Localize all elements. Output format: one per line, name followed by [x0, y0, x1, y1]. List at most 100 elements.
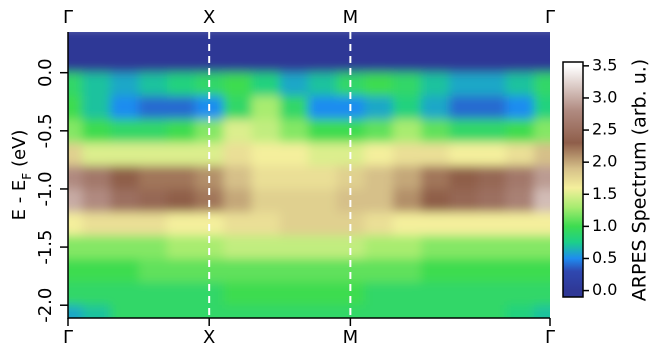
heatmap-cell — [195, 235, 224, 260]
heatmap-cell — [477, 212, 507, 237]
heatmap-cell — [449, 142, 479, 167]
heatmap-cell — [449, 95, 479, 120]
x-tick-label-top: Γ — [63, 7, 73, 28]
heatmap-cell — [279, 119, 309, 144]
heatmap-cell — [336, 258, 366, 283]
heatmap-cell — [279, 212, 309, 237]
heatmap-cell — [477, 72, 507, 97]
heatmap-cell — [166, 119, 196, 144]
y-label-unit: (eV) — [9, 130, 30, 173]
colorbar-tick-label: 2.0 — [592, 152, 617, 171]
heatmap-cell — [166, 258, 196, 283]
heatmap-cell — [166, 165, 196, 190]
heatmap-cell — [420, 212, 450, 237]
heatmap-cell — [477, 305, 507, 318]
heatmap-cell — [251, 119, 281, 144]
heatmap-cell — [364, 49, 394, 74]
x-tick-label-top: X — [203, 7, 215, 28]
heatmap-cell — [308, 188, 337, 213]
heatmap-cell — [82, 305, 111, 318]
colorbar-tick-label: 2.5 — [592, 120, 617, 139]
heatmap-cell — [308, 212, 337, 237]
heatmap-cell — [223, 142, 253, 167]
heatmap-cell — [223, 281, 253, 306]
heatmap-cell — [364, 142, 394, 167]
heatmap-cell — [533, 95, 550, 120]
heatmap-cell — [279, 32, 309, 51]
heatmap-cell — [195, 258, 224, 283]
heatmap-cell — [68, 305, 83, 318]
heatmap-cell — [336, 235, 366, 260]
heatmap-cell — [110, 281, 140, 306]
heatmap-cell — [505, 281, 535, 306]
heatmap-cell — [364, 165, 394, 190]
heatmap-cell — [223, 258, 253, 283]
heatmap-cell — [251, 142, 281, 167]
heatmap-cell — [308, 235, 337, 260]
heatmap-cell — [110, 258, 140, 283]
heatmap-cell — [82, 212, 111, 237]
heatmap-cell — [477, 49, 507, 74]
heatmap-cell — [364, 305, 394, 318]
heatmap-cell — [449, 49, 479, 74]
heatmap-cell — [110, 142, 140, 167]
heatmap-cell — [392, 72, 422, 97]
heatmap-cell — [138, 72, 168, 97]
heatmap-cell — [505, 188, 535, 213]
heatmap-cell — [308, 72, 337, 97]
heatmap-cell — [449, 281, 479, 306]
heatmap-cell — [82, 72, 111, 97]
heatmap-cell — [68, 188, 83, 213]
heatmap-cell — [223, 32, 253, 51]
heatmap-cell — [505, 49, 535, 74]
heatmap-cell — [392, 32, 422, 51]
heatmap-cell — [364, 72, 394, 97]
heatmap-cell — [477, 258, 507, 283]
heatmap-cell — [251, 95, 281, 120]
heatmap-cell — [420, 142, 450, 167]
heatmap-cell — [110, 305, 140, 318]
heatmap-cell — [533, 49, 550, 74]
colorbar — [562, 61, 584, 298]
heatmap-cell — [279, 165, 309, 190]
heatmap-cell — [82, 49, 111, 74]
heatmap-cell — [82, 188, 111, 213]
y-tick-label: -2.0 — [35, 288, 56, 323]
heatmap-cell — [420, 119, 450, 144]
heatmap-cell — [420, 188, 450, 213]
y-tick-label: -0.5 — [35, 113, 56, 148]
heatmap-cell — [138, 49, 168, 74]
heatmap-cell — [166, 212, 196, 237]
heatmap-cell — [251, 72, 281, 97]
heatmap-cell — [68, 258, 83, 283]
heatmap-cell — [223, 188, 253, 213]
heatmap-cell — [195, 281, 224, 306]
heatmap-cell — [166, 32, 196, 51]
x-tick-label: X — [203, 327, 215, 348]
heatmap-cell — [279, 95, 309, 120]
heatmap-cell — [449, 32, 479, 51]
heatmap-cell — [449, 165, 479, 190]
heatmap-cell — [533, 142, 550, 167]
heatmap-cell — [505, 258, 535, 283]
heatmap-cell — [279, 281, 309, 306]
heatmap-cell — [533, 72, 550, 97]
heatmap-cell — [279, 235, 309, 260]
colorbar-label: ARPES Spectrum (arb. u.) — [629, 59, 651, 301]
heatmap-cell — [308, 281, 337, 306]
heatmap-cell — [251, 305, 281, 318]
heatmap-cell — [251, 32, 281, 51]
heatmap-cell — [166, 281, 196, 306]
heatmap-cell — [364, 212, 394, 237]
heatmap-cell — [279, 72, 309, 97]
heatmap-cell — [223, 72, 253, 97]
heatmap-cell — [477, 188, 507, 213]
heatmap-cell — [110, 95, 140, 120]
heatmap-cell — [308, 49, 337, 74]
colorbar-tick-label: 1.0 — [592, 216, 617, 235]
heatmap-cell — [364, 95, 394, 120]
heatmap-cell — [533, 165, 550, 190]
heatmap-cell — [166, 72, 196, 97]
heatmap-cell — [420, 235, 450, 260]
